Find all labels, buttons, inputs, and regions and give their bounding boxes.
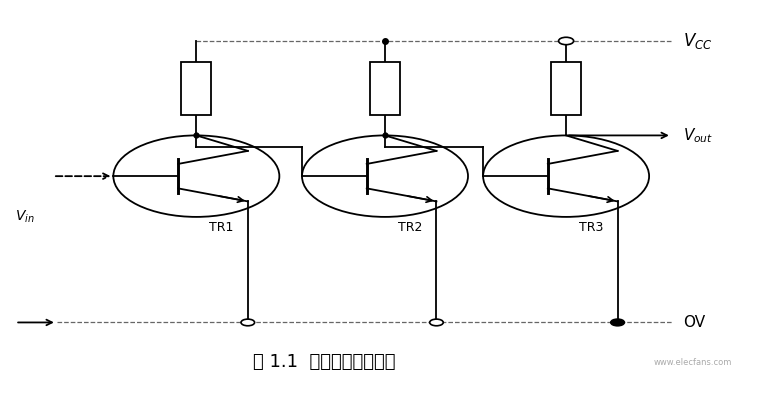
Text: $V_{out}$: $V_{out}$ xyxy=(683,126,713,145)
Text: $V_{CC}$: $V_{CC}$ xyxy=(683,31,713,51)
Text: TR1: TR1 xyxy=(209,221,233,234)
Text: TR3: TR3 xyxy=(579,221,603,234)
Text: $V_{in}$: $V_{in}$ xyxy=(15,209,35,225)
Bar xyxy=(551,62,581,115)
Text: OV: OV xyxy=(683,315,705,330)
Text: www.elecfans.com: www.elecfans.com xyxy=(654,358,732,367)
Text: 图 1.1  简单的直流放大器: 图 1.1 简单的直流放大器 xyxy=(253,353,396,371)
Circle shape xyxy=(611,319,624,326)
Bar xyxy=(370,62,400,115)
Text: TR2: TR2 xyxy=(398,221,422,234)
Circle shape xyxy=(430,319,444,326)
Circle shape xyxy=(241,319,255,326)
Bar xyxy=(181,62,212,115)
Circle shape xyxy=(558,37,574,45)
